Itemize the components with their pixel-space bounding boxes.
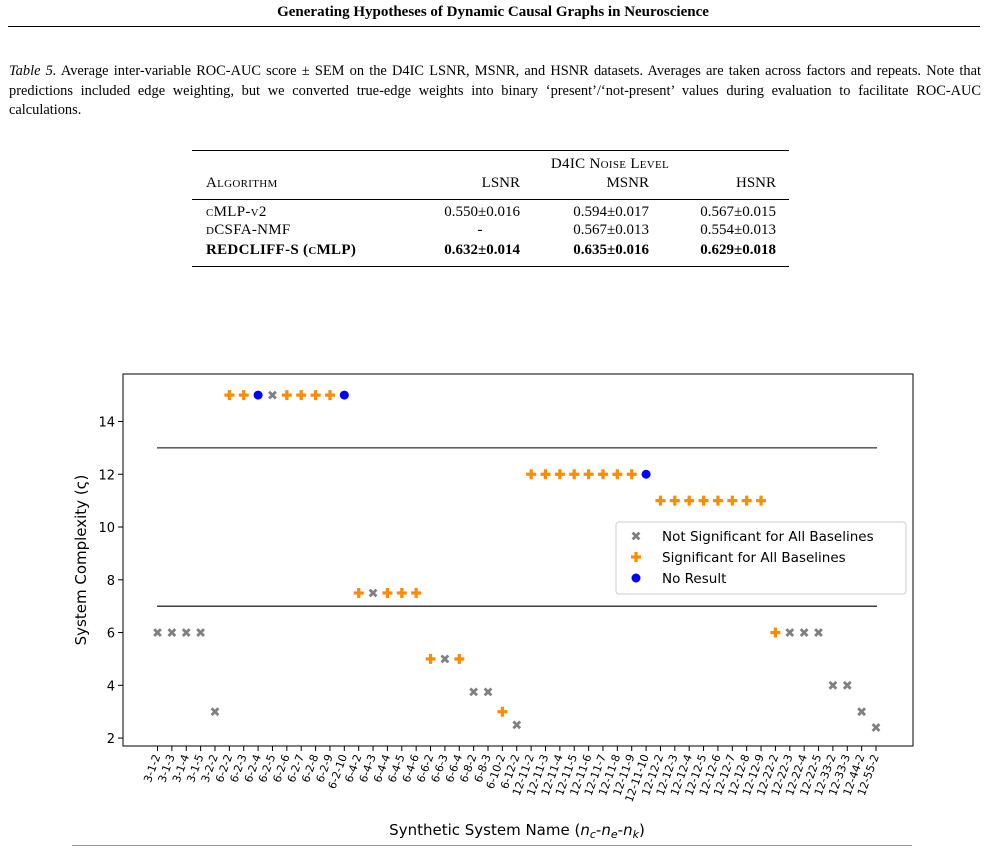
y-tick-label: 10 bbox=[98, 521, 115, 536]
row-algorithm: cMLP-v2 bbox=[206, 204, 267, 220]
legend-label-nr: No Result bbox=[662, 571, 726, 587]
data-point bbox=[396, 587, 407, 598]
data-point bbox=[828, 680, 838, 690]
data-point bbox=[196, 628, 205, 637]
data-point bbox=[799, 628, 809, 637]
data-point bbox=[411, 587, 422, 598]
y-tick-label: 12 bbox=[98, 468, 115, 483]
data-point bbox=[641, 469, 651, 479]
data-point bbox=[167, 628, 177, 637]
data-point bbox=[612, 469, 623, 480]
y-axis-label: System Complexity (ς) bbox=[72, 475, 90, 646]
y-tick-label: 6 bbox=[107, 627, 115, 642]
data-point bbox=[483, 687, 493, 697]
data-point bbox=[727, 495, 738, 506]
data-point bbox=[842, 680, 852, 690]
legend-frame bbox=[615, 521, 907, 595]
header-lsnr: LSNR bbox=[481, 175, 520, 191]
data-point bbox=[871, 723, 881, 732]
row-lsnr: 0.632±0.014 bbox=[444, 242, 520, 258]
header-hsnr: HSNR bbox=[735, 175, 776, 191]
data-point bbox=[296, 390, 307, 401]
row-msnr: 0.635±0.016 bbox=[573, 242, 649, 258]
noise-level-group-header: D4IC Noise Level bbox=[550, 156, 670, 172]
table-caption-label: Table 5. bbox=[9, 63, 57, 79]
row-hsnr: 0.554±0.013 bbox=[700, 222, 776, 238]
data-point bbox=[310, 390, 321, 401]
data-point bbox=[597, 469, 608, 480]
data-point bbox=[698, 495, 709, 506]
legend-marker-sig bbox=[631, 552, 641, 562]
data-point bbox=[339, 390, 349, 400]
data-point bbox=[569, 469, 580, 480]
row-algorithm: dCSFA-NMF bbox=[206, 222, 291, 238]
data-point bbox=[153, 628, 162, 637]
header-rule bbox=[8, 26, 980, 27]
data-point bbox=[281, 390, 292, 401]
data-point bbox=[512, 720, 522, 730]
row-msnr: 0.567±0.013 bbox=[573, 222, 649, 238]
running-title: Generating Hypotheses of Dynamic Causal … bbox=[277, 4, 709, 20]
legend-label-ns: Not Significant for All Baselines bbox=[662, 529, 874, 545]
legend-label-sig: Significant for All Baselines bbox=[662, 550, 846, 566]
data-point bbox=[626, 469, 637, 480]
y-tick-label: 2 bbox=[107, 732, 115, 747]
data-point bbox=[655, 495, 666, 506]
data-point bbox=[368, 588, 378, 598]
y-tick-label: 8 bbox=[107, 574, 115, 589]
data-point bbox=[497, 706, 508, 717]
row-lsnr: 0.550±0.016 bbox=[444, 204, 520, 220]
row-hsnr: 0.629±0.018 bbox=[700, 242, 776, 258]
y-tick-label: 4 bbox=[107, 679, 115, 694]
data-point bbox=[268, 390, 277, 400]
header-algorithm: Algorithm bbox=[206, 175, 278, 191]
y-tick-label: 14 bbox=[98, 415, 115, 430]
data-point bbox=[353, 587, 364, 598]
data-point bbox=[540, 469, 551, 480]
table-top-rule bbox=[192, 150, 789, 151]
data-point bbox=[526, 469, 537, 480]
data-point bbox=[814, 628, 823, 637]
x-axis-label: Synthetic System Name (nc-ne-nk) bbox=[389, 821, 645, 841]
data-point bbox=[454, 653, 465, 664]
data-point bbox=[712, 495, 723, 506]
data-point bbox=[382, 587, 393, 598]
data-point bbox=[669, 495, 680, 506]
row-lsnr: - bbox=[477, 222, 483, 238]
table-mid-rule bbox=[192, 199, 789, 200]
data-point bbox=[785, 628, 795, 637]
header-msnr: MSNR bbox=[606, 175, 649, 191]
legend: Not Significant for All Baselines Signifi… bbox=[615, 521, 907, 595]
row-hsnr: 0.567±0.015 bbox=[700, 204, 776, 220]
data-point bbox=[253, 390, 263, 400]
data-point bbox=[741, 495, 752, 506]
figure-bottom-rule bbox=[72, 845, 912, 846]
data-point bbox=[756, 495, 767, 506]
data-point bbox=[583, 469, 594, 480]
legend-marker-ns bbox=[631, 531, 641, 541]
data-point bbox=[210, 707, 220, 717]
data-point bbox=[469, 687, 479, 697]
data-point bbox=[770, 627, 781, 638]
data-point bbox=[684, 495, 695, 506]
data-point bbox=[554, 469, 565, 480]
data-point bbox=[425, 653, 436, 664]
legend-marker-nr bbox=[631, 573, 641, 583]
data-point bbox=[238, 390, 249, 401]
table-bottom-rule bbox=[192, 266, 789, 267]
data-point bbox=[857, 707, 867, 717]
table-caption-text: Average inter-variable ROC-AUC score ± S… bbox=[9, 63, 981, 118]
data-point bbox=[440, 654, 450, 664]
row-msnr: 0.594±0.017 bbox=[573, 204, 649, 220]
plot-frame bbox=[122, 373, 914, 747]
data-point bbox=[324, 390, 335, 401]
row-algorithm: REDCLIFF-S (cMLP) bbox=[206, 242, 357, 258]
data-point bbox=[181, 628, 191, 637]
data-point bbox=[224, 390, 235, 401]
table-caption: Table 5. Average inter-variable ROC-AUC … bbox=[9, 62, 981, 121]
